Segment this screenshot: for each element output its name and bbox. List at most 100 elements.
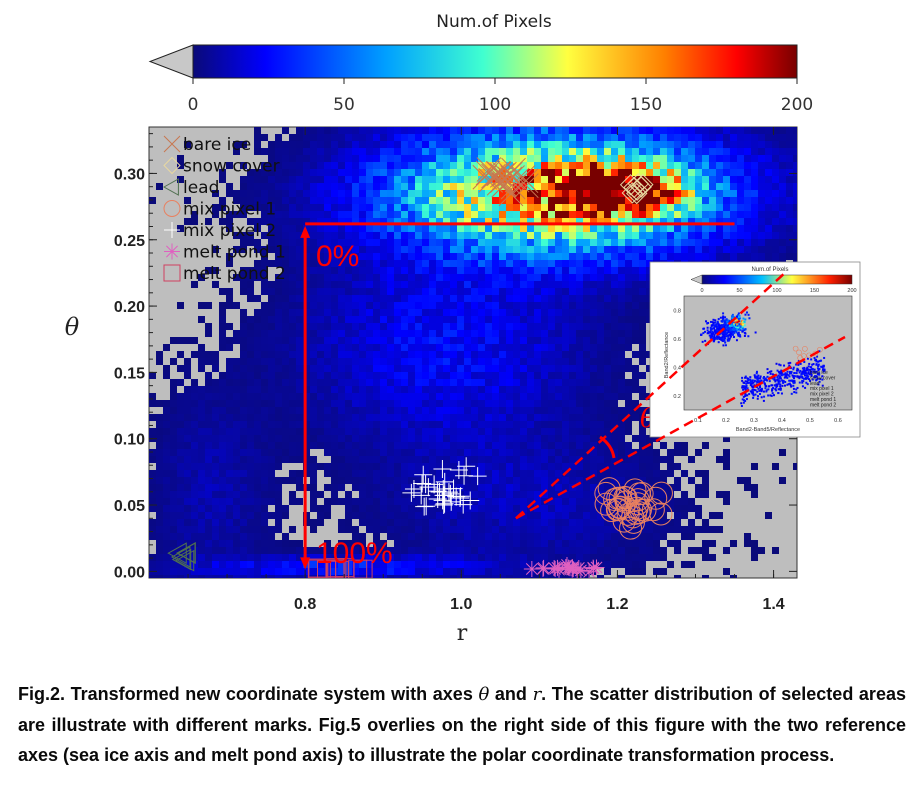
heatmap-cell — [268, 162, 275, 169]
heatmap-cell — [345, 414, 352, 421]
heatmap-cell — [485, 477, 492, 484]
heatmap-cell — [555, 239, 562, 246]
heatmap-cell — [317, 330, 324, 337]
heatmap-cell — [436, 435, 443, 442]
heatmap-cell — [289, 148, 296, 155]
heatmap-cell — [667, 253, 674, 260]
heatmap-cell — [625, 463, 632, 470]
heatmap-cell — [562, 554, 569, 561]
heatmap-cell — [394, 316, 401, 323]
heatmap-cell — [457, 414, 464, 421]
heatmap-cell — [555, 498, 562, 505]
heatmap-cell — [639, 309, 646, 316]
heatmap-cell — [709, 211, 716, 218]
heatmap-cell — [415, 554, 422, 561]
heatmap-cell — [478, 190, 485, 197]
heatmap-cell — [618, 253, 625, 260]
heatmap-cell — [660, 477, 667, 484]
heatmap-cell — [499, 253, 506, 260]
heatmap-cell — [653, 449, 660, 456]
heatmap-cell — [247, 428, 254, 435]
heatmap-cell — [485, 358, 492, 365]
heatmap-cell — [499, 358, 506, 365]
heatmap-cell — [268, 323, 275, 330]
heatmap-cell — [709, 526, 716, 533]
heatmap-cell — [317, 302, 324, 309]
heatmap-cell — [212, 421, 219, 428]
heatmap-cell — [597, 141, 604, 148]
heatmap-cell — [415, 498, 422, 505]
heatmap-cell — [247, 218, 254, 225]
heatmap-cell — [562, 337, 569, 344]
heatmap-cell — [338, 470, 345, 477]
heatmap-cell — [415, 540, 422, 547]
heatmap-cell — [359, 568, 366, 575]
heatmap-cell — [324, 351, 331, 358]
heatmap-cell — [604, 274, 611, 281]
heatmap-cell — [282, 218, 289, 225]
heatmap-cell — [443, 414, 450, 421]
heatmap-cell — [611, 218, 618, 225]
heatmap-cell — [429, 554, 436, 561]
heatmap-cell — [576, 197, 583, 204]
heatmap-cell — [576, 169, 583, 176]
heatmap-cell — [597, 421, 604, 428]
heatmap-cell — [324, 274, 331, 281]
heatmap-cell — [737, 477, 744, 484]
heatmap-cell — [450, 456, 457, 463]
heatmap-cell — [506, 155, 513, 162]
heatmap-cell — [478, 428, 485, 435]
heatmap-cell — [555, 554, 562, 561]
heatmap-cell — [478, 197, 485, 204]
heatmap-cell — [254, 547, 261, 554]
heatmap-cell — [268, 260, 275, 267]
heatmap-cell — [625, 358, 632, 365]
heatmap-cell — [247, 379, 254, 386]
heatmap-cell — [331, 372, 338, 379]
heatmap-cell — [667, 449, 674, 456]
heatmap-cell — [422, 176, 429, 183]
marker-melt-pond-1 — [560, 559, 577, 576]
heatmap-cell — [219, 309, 226, 316]
heatmap-cell — [282, 239, 289, 246]
heatmap-cell — [373, 533, 380, 540]
heatmap-cell — [443, 344, 450, 351]
heatmap-cell — [478, 260, 485, 267]
heatmap-cell — [583, 379, 590, 386]
heatmap-cell — [366, 211, 373, 218]
heatmap-cell — [730, 540, 737, 547]
heatmap-cell — [632, 218, 639, 225]
heatmap-cell — [219, 414, 226, 421]
heatmap-cell — [569, 519, 576, 526]
heatmap-cell — [380, 155, 387, 162]
heatmap-cell — [590, 421, 597, 428]
heatmap-cell — [485, 400, 492, 407]
heatmap-cell — [555, 176, 562, 183]
heatmap-cell — [674, 463, 681, 470]
heatmap-cell — [198, 316, 205, 323]
heatmap-cell — [583, 211, 590, 218]
heatmap-cell — [296, 442, 303, 449]
heatmap-cell — [695, 505, 702, 512]
heatmap-cell — [709, 190, 716, 197]
heatmap-cell — [541, 561, 548, 568]
heatmap-cell — [520, 386, 527, 393]
heatmap-cell — [688, 183, 695, 190]
heatmap-cell — [345, 400, 352, 407]
heatmap-cell — [688, 148, 695, 155]
heatmap-cell — [352, 365, 359, 372]
heatmap-cell — [359, 204, 366, 211]
heatmap-cell — [583, 358, 590, 365]
heatmap-cell — [681, 449, 688, 456]
heatmap-cell — [534, 309, 541, 316]
heatmap-cell — [338, 372, 345, 379]
heatmap-cell — [639, 197, 646, 204]
heatmap-cell — [583, 337, 590, 344]
heatmap-cell — [352, 470, 359, 477]
heatmap-cell — [618, 288, 625, 295]
heatmap-cell — [359, 127, 366, 134]
heatmap-cell — [506, 540, 513, 547]
heatmap-cell — [352, 295, 359, 302]
heatmap-cell — [373, 302, 380, 309]
heatmap-cell — [366, 309, 373, 316]
